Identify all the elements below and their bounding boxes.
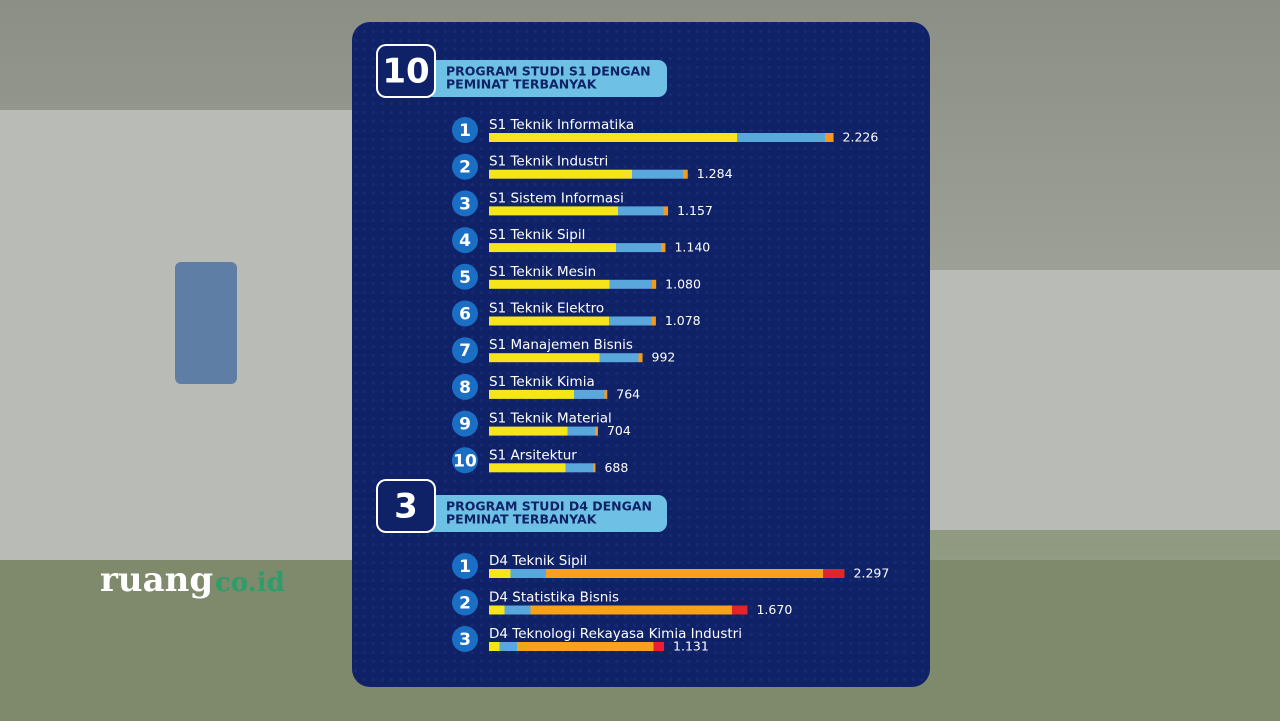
rank-number: 2 [459, 594, 471, 614]
category-label: D4 Teknik Sipil [489, 553, 587, 569]
category-label: S1 Teknik Sipil [489, 227, 585, 243]
category-label: S1 Teknik Informatika [489, 117, 634, 133]
rank-circle [452, 337, 478, 364]
category-label: S1 Manajemen Bisnis [489, 337, 633, 353]
rank-number: 2 [459, 158, 471, 178]
value-label: 1.140 [674, 240, 710, 255]
category-label: S1 Teknik Material [489, 411, 612, 427]
badge-box [376, 44, 436, 98]
bar [489, 463, 596, 473]
rank-number: 1 [459, 121, 471, 141]
bar [489, 206, 669, 216]
rank-circle [452, 153, 478, 180]
value-label: 2.226 [843, 130, 879, 145]
bar [489, 133, 834, 142]
value-label: 688 [604, 460, 628, 475]
category-label: S1 Teknik Industri [489, 154, 608, 170]
rank-circle [452, 300, 478, 327]
value-label: 1.157 [677, 203, 713, 218]
title-pill [425, 495, 667, 532]
rank-circle [452, 626, 478, 652]
category-label: S1 Teknik Mesin [489, 264, 596, 280]
rank-number: 9 [459, 415, 471, 435]
rank-circle [452, 373, 478, 400]
rank-circle [452, 410, 478, 437]
wall [930, 270, 1280, 530]
bar [489, 243, 666, 253]
category-label: D4 Teknologi Rekayasa Kimia Industri [489, 626, 742, 642]
rank-circle [452, 447, 478, 474]
bar [489, 316, 656, 326]
value-label: 1.284 [697, 166, 733, 181]
bar [489, 605, 748, 615]
value-label: 992 [652, 350, 676, 365]
rank-number: 8 [459, 378, 471, 398]
rank-number: 1 [459, 557, 471, 577]
title-pill [425, 60, 667, 97]
rank-circle [452, 589, 478, 616]
rank-circle [452, 227, 478, 254]
rank-number: 4 [459, 231, 471, 251]
bar [489, 389, 608, 399]
value-label: 704 [607, 423, 631, 438]
rank-number: 5 [459, 268, 471, 288]
rank-number: 6 [459, 305, 471, 325]
value-label: 1.080 [665, 276, 701, 291]
watermark-brand: ruang [100, 560, 213, 600]
value-label: 2.297 [854, 566, 890, 581]
rank-circle [452, 553, 478, 579]
bar [489, 353, 643, 363]
bar [489, 169, 688, 179]
rank-circle [452, 190, 478, 217]
rank-circle [452, 117, 478, 143]
category-label: S1 Teknik Kimia [489, 374, 595, 390]
category-label: S1 Arsitektur [489, 447, 577, 463]
rank-number: 3 [459, 630, 471, 650]
rank-circle [452, 263, 478, 290]
value-label: 1.670 [756, 602, 792, 617]
watermark-suffix: co.id [215, 568, 285, 598]
rank-number: 3 [459, 194, 471, 214]
value-label: 1.078 [665, 313, 701, 328]
badge-number: 10 [382, 52, 429, 92]
rank-number: 7 [459, 341, 471, 361]
rank-number: 10 [453, 451, 477, 471]
bar [489, 642, 665, 651]
value-label: 1.131 [673, 639, 709, 654]
category-label: S1 Teknik Elektro [489, 301, 604, 317]
emblem [175, 262, 237, 384]
badge-number: 3 [394, 487, 418, 527]
section-title: PEMINAT TERBANYAK [446, 512, 598, 527]
badge-box [376, 479, 436, 533]
bar [489, 569, 845, 578]
section-title: PROGRAM STUDI S1 DENGAN [446, 64, 651, 79]
bar [489, 426, 598, 436]
category-label: S1 Sistem Informasi [489, 190, 624, 206]
category-label: D4 Statistika Bisnis [489, 590, 619, 606]
bar [489, 279, 657, 289]
value-label: 764 [616, 386, 640, 401]
section-title: PROGRAM STUDI D4 DENGAN [446, 499, 652, 514]
section-title: PEMINAT TERBANYAK [446, 77, 598, 92]
